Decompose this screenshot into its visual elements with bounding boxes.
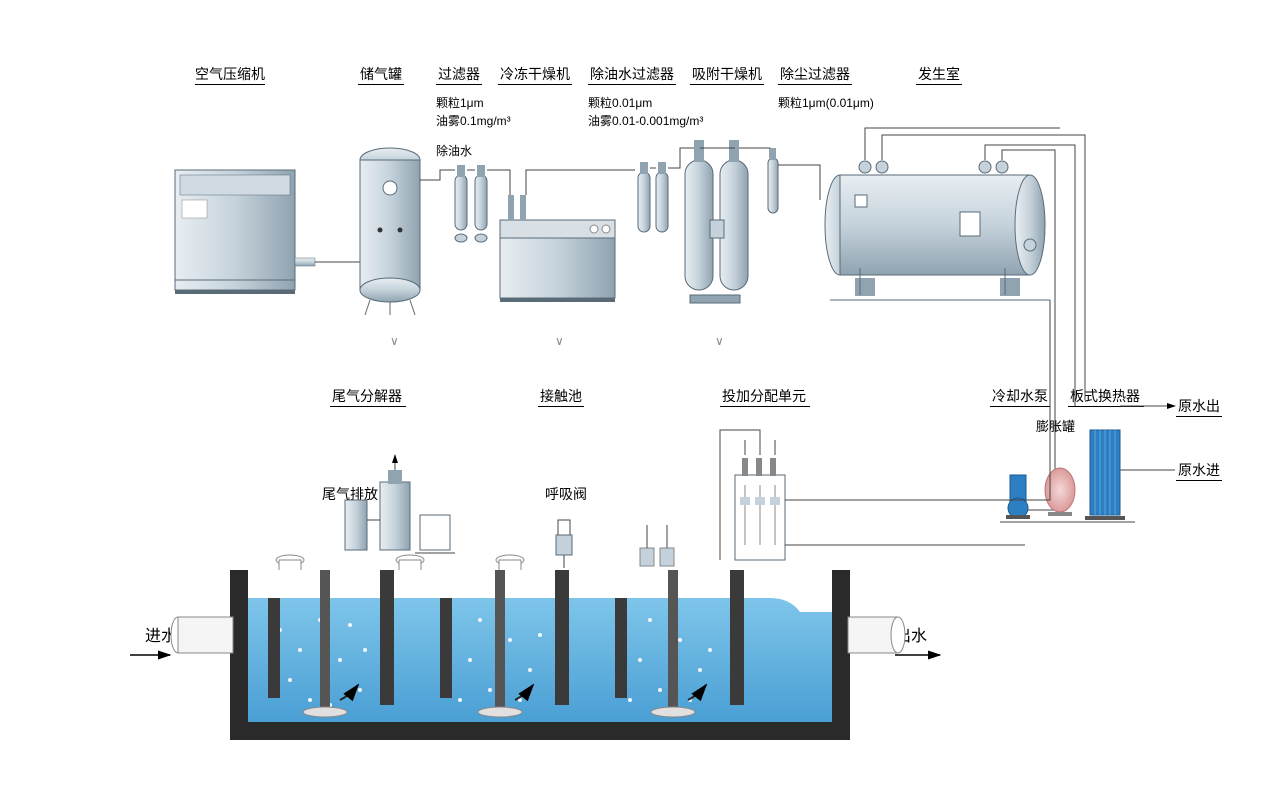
dosing-unit — [735, 458, 785, 560]
svg-text:∨: ∨ — [390, 334, 399, 348]
contact-tank — [230, 570, 850, 740]
filter-1 — [455, 165, 467, 242]
inlet-pipe — [130, 617, 233, 655]
oil-water-filter — [638, 162, 668, 232]
air-compressor — [175, 170, 295, 294]
cooling-pump — [1006, 475, 1030, 519]
tank-ports — [276, 555, 524, 572]
process-diagram: ∨ ∨ ∨ — [0, 0, 1269, 797]
generator — [825, 161, 1050, 300]
plate-heat-exchanger — [1085, 430, 1125, 520]
svg-text:∨: ∨ — [555, 334, 564, 348]
adsorption-dryer — [685, 140, 748, 303]
exhaust-decomposer — [345, 455, 455, 553]
dosing-connectors — [640, 525, 674, 566]
outlet-pipe — [848, 617, 940, 655]
refrigerated-dryer — [500, 195, 615, 302]
svg-text:∨: ∨ — [715, 334, 724, 348]
filter-2 — [475, 165, 487, 242]
breather-valve — [556, 520, 572, 568]
air-tank — [360, 148, 420, 315]
